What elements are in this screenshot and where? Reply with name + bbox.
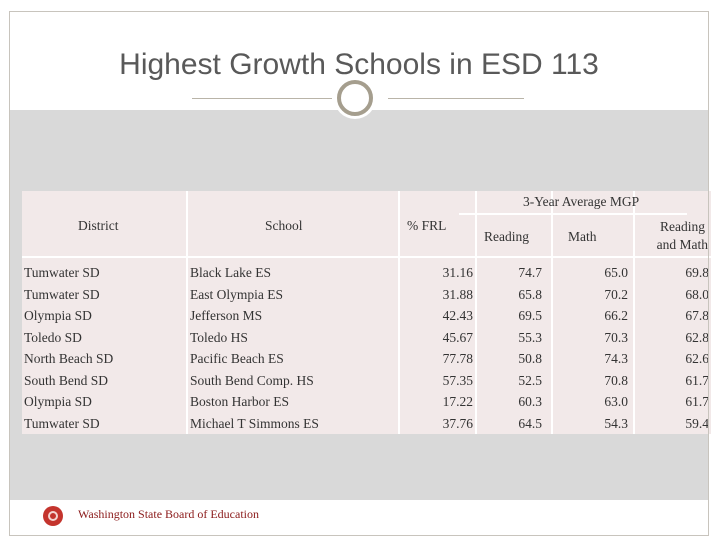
cell-district: Olympia SD: [24, 308, 92, 323]
cell-reading: 65.8: [518, 286, 542, 302]
cell-school: East Olympia ES: [190, 286, 283, 302]
cell-frl: 31.16: [442, 265, 473, 280]
cell-math: 65.0: [604, 265, 628, 280]
header-reading-math-line1: Reading: [660, 219, 705, 234]
cell-frl: 77.78: [442, 351, 473, 366]
header-math: Math: [568, 229, 597, 244]
header-math-cell: Math: [552, 191, 635, 258]
header-frl: % FRL: [407, 218, 447, 233]
footer-org-name: Washington State Board of Education: [78, 507, 259, 521]
frl-column: 31.16 31.88 42.43 45.67 77.78 57.35 17.22 37.76: [400, 258, 475, 434]
cell-district: North Beach SD: [24, 351, 114, 366]
header-reading: Reading: [484, 229, 529, 244]
title-divider-left: [192, 98, 332, 99]
cell-frl: 57.35: [442, 372, 473, 388]
header-3yr-mgp: 3-Year Average MGP: [523, 194, 640, 209]
header-frl-cell: % FRL: [399, 191, 477, 258]
cell-district: South Bend SD: [24, 372, 109, 388]
cell-school: Toledo HS: [190, 329, 248, 345]
cell-math: 70.8: [604, 372, 628, 388]
slide-frame: [9, 11, 709, 536]
header-reading-math-line2: and Math: [656, 237, 708, 252]
cell-reading-math: 62.6: [685, 351, 709, 366]
reading-math-column: 69.8 68.0 67.8 62.8 62.6 61.7 61.7 59.4: [635, 258, 711, 434]
cell-frl: 17.22: [442, 394, 473, 409]
header-school-cell: School: [187, 191, 400, 258]
cell-math: 54.3: [604, 415, 628, 431]
table-header-row: District School % FRL 3-Year Average MGP…: [22, 191, 711, 258]
cell-school: Pacific Beach ES: [190, 351, 284, 366]
cell-school: Boston Harbor ES: [190, 394, 289, 409]
school-column: Black Lake ES East Olympia ES Jefferson MS…: [188, 258, 398, 434]
cell-reading: 50.8: [518, 351, 542, 366]
cell-math: 70.3: [604, 329, 628, 345]
header-school: School: [265, 218, 303, 233]
title-divider-right: [388, 98, 524, 99]
cell-math: 70.2: [604, 286, 628, 302]
reading-column: 74.7 65.8 69.5 55.3 50.8 52.5 60.3 64.5: [477, 258, 551, 434]
table-body-row: Tumwater SD Tumwater SD Olympia SD Toledo S…: [22, 257, 711, 434]
cell-school: Jefferson MS: [190, 308, 263, 323]
cell-district: Tumwater SD: [24, 286, 100, 302]
cell-reading: 74.7: [518, 265, 542, 280]
cell-reading-math: 62.8: [685, 329, 709, 345]
cell-school: Black Lake ES: [190, 265, 271, 280]
sbe-seal-icon: [43, 506, 63, 526]
cell-district: Tumwater SD: [24, 265, 100, 280]
cell-reading-math: 59.4: [685, 415, 709, 431]
cell-math: 74.3: [604, 351, 628, 366]
cell-reading: 55.3: [518, 329, 542, 345]
cell-frl: 37.76: [442, 415, 473, 431]
cell-reading-math: 67.8: [685, 308, 709, 323]
cell-school: Michael T Simmons ES: [190, 415, 319, 431]
cell-math: 63.0: [604, 394, 628, 409]
cell-district: Olympia SD: [24, 394, 92, 409]
cell-reading: 60.3: [518, 394, 542, 409]
cell-district: Tumwater SD: [24, 415, 100, 431]
mgp-group-divider: [459, 213, 687, 215]
growth-table: District School % FRL 3-Year Average MGP…: [22, 191, 711, 434]
cell-reading-math: 61.7: [685, 394, 709, 409]
cell-school: South Bend Comp. HS: [190, 372, 314, 388]
cell-reading-math: 61.7: [685, 372, 709, 388]
cell-frl: 42.43: [442, 308, 473, 323]
cell-frl: 45.67: [442, 329, 473, 345]
footer: [10, 500, 708, 536]
cell-reading-math: 69.8: [685, 265, 709, 280]
cell-frl: 31.88: [442, 286, 473, 302]
cell-reading: 52.5: [518, 372, 542, 388]
cell-district: Toledo SD: [24, 329, 82, 345]
cell-reading: 64.5: [518, 415, 542, 431]
header-district-cell: District: [22, 191, 188, 258]
cell-math: 66.2: [604, 308, 628, 323]
header-district: District: [78, 218, 119, 233]
cell-reading-math: 68.0: [685, 286, 709, 302]
divider-circle-icon: [337, 80, 373, 116]
district-column: Tumwater SD Tumwater SD Olympia SD Toledo S…: [22, 258, 186, 434]
header-reading-cell: 3-Year Average MGP Reading: [476, 191, 639, 258]
cell-reading: 69.5: [518, 308, 542, 323]
slide-title: Highest Growth Schools in ESD 113: [119, 48, 599, 81]
header-reading-math-cell: Reading and Math: [634, 191, 711, 258]
math-column: 65.0 70.2 66.2 70.3 74.3 70.8 63.0 54.3: [553, 258, 633, 434]
